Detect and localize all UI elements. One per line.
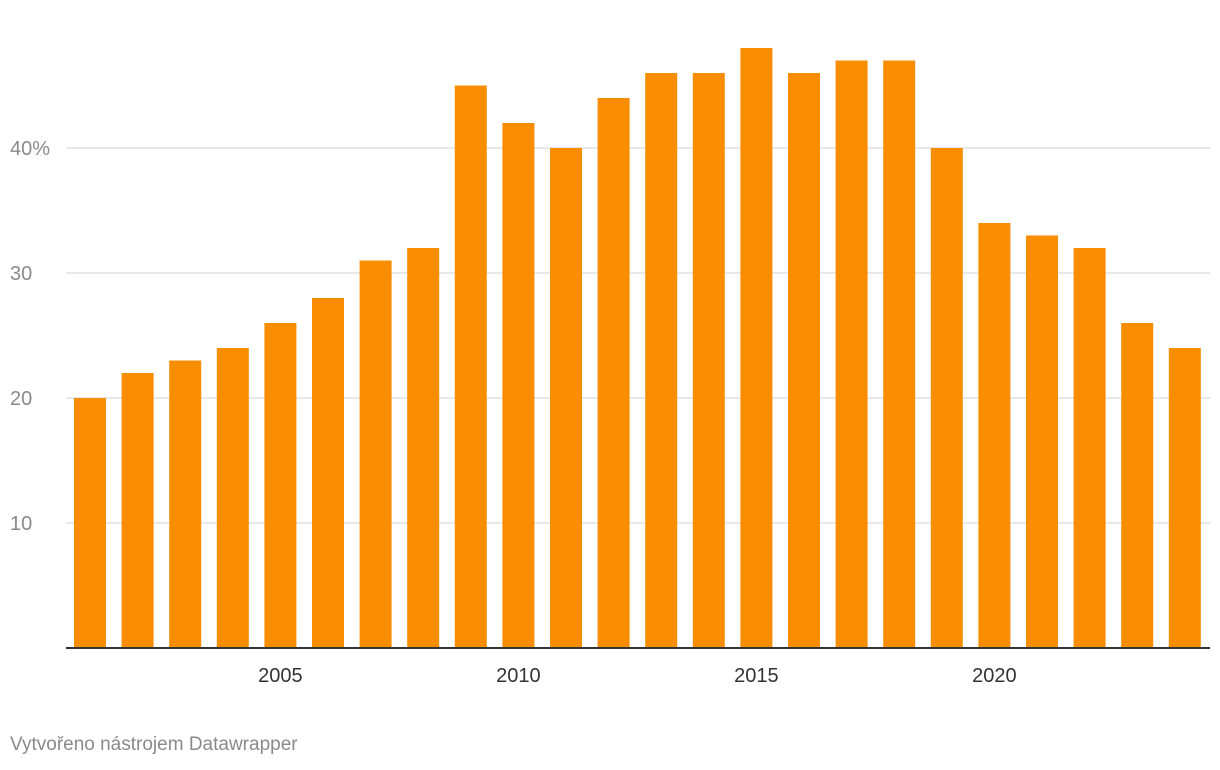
bar-2005 <box>264 323 297 648</box>
bar-2017 <box>835 60 868 648</box>
bar-2022 <box>1073 248 1106 648</box>
bar-2019 <box>930 148 963 648</box>
bar-2024 <box>1168 348 1201 648</box>
bar-2015 <box>740 48 773 648</box>
bar-2018 <box>883 60 916 648</box>
bar-2010 <box>502 123 535 648</box>
bar-2014 <box>692 73 725 648</box>
bar-2009 <box>454 85 487 648</box>
credit-text: Vytvořeno nástrojem Datawrapper <box>10 734 298 755</box>
bar-2002 <box>121 373 154 648</box>
x-axis-ticks: 2005 2010 2015 2020 <box>258 665 1017 687</box>
bar-chart: 10 20 30 40% 2005 2010 2015 2020 <box>10 48 1210 687</box>
bar-2020 <box>978 223 1011 648</box>
y-tick-label: 20 <box>10 388 32 410</box>
x-tick-label: 2005 <box>258 665 303 687</box>
y-tick-label: 30 <box>10 263 32 285</box>
x-tick-label: 2020 <box>972 665 1017 687</box>
bar-2013 <box>645 73 678 648</box>
bar-2004 <box>216 348 249 648</box>
bar-2007 <box>359 260 392 648</box>
bar-2006 <box>312 298 344 648</box>
bar-2012 <box>597 98 630 648</box>
bar-2023 <box>1121 323 1154 648</box>
y-axis-ticks: 10 20 30 40% <box>10 138 50 535</box>
bar-2001 <box>74 398 106 648</box>
bar-2021 <box>1026 235 1058 648</box>
x-tick-label: 2010 <box>496 665 541 687</box>
bar-2003 <box>169 360 202 648</box>
bar-2016 <box>788 73 820 648</box>
y-tick-label: 10 <box>10 513 32 535</box>
bar-2008 <box>407 248 440 648</box>
x-tick-label: 2015 <box>734 665 779 687</box>
gridlines <box>66 147 1210 524</box>
y-tick-label: 40% <box>10 138 50 160</box>
bars <box>74 48 1201 648</box>
bar-2011 <box>550 148 582 648</box>
